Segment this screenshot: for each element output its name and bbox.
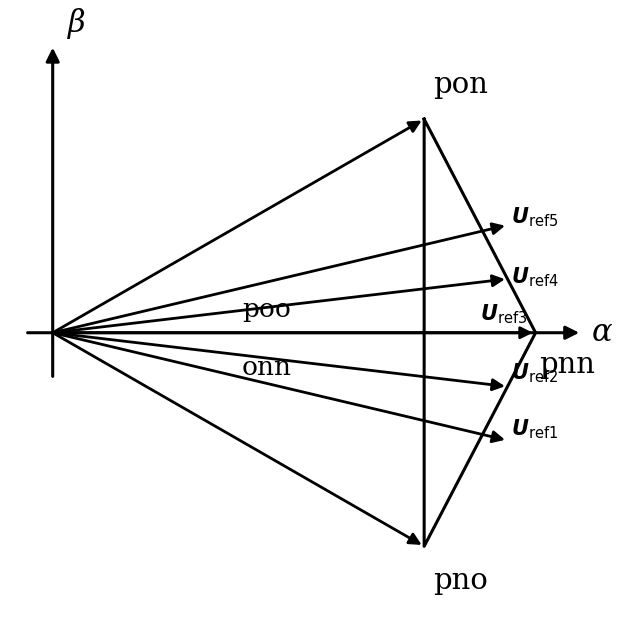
Text: poo: poo <box>242 297 290 322</box>
Text: $\boldsymbol{U}_{\mathrm{ref2}}$: $\boldsymbol{U}_{\mathrm{ref2}}$ <box>511 362 558 386</box>
Text: pnn: pnn <box>539 351 595 379</box>
Text: pon: pon <box>433 71 488 99</box>
Text: pno: pno <box>433 567 488 595</box>
Text: $\boldsymbol{U}_{\mathrm{ref1}}$: $\boldsymbol{U}_{\mathrm{ref1}}$ <box>511 417 558 441</box>
Text: $\boldsymbol{U}_{\mathrm{ref3}}$: $\boldsymbol{U}_{\mathrm{ref3}}$ <box>480 302 527 326</box>
Text: onn: onn <box>242 355 291 380</box>
Text: $\boldsymbol{U}_{\mathrm{ref4}}$: $\boldsymbol{U}_{\mathrm{ref4}}$ <box>511 265 559 289</box>
Text: α: α <box>591 317 612 348</box>
Text: β: β <box>68 8 85 39</box>
Text: $\boldsymbol{U}_{\mathrm{ref5}}$: $\boldsymbol{U}_{\mathrm{ref5}}$ <box>511 206 559 230</box>
